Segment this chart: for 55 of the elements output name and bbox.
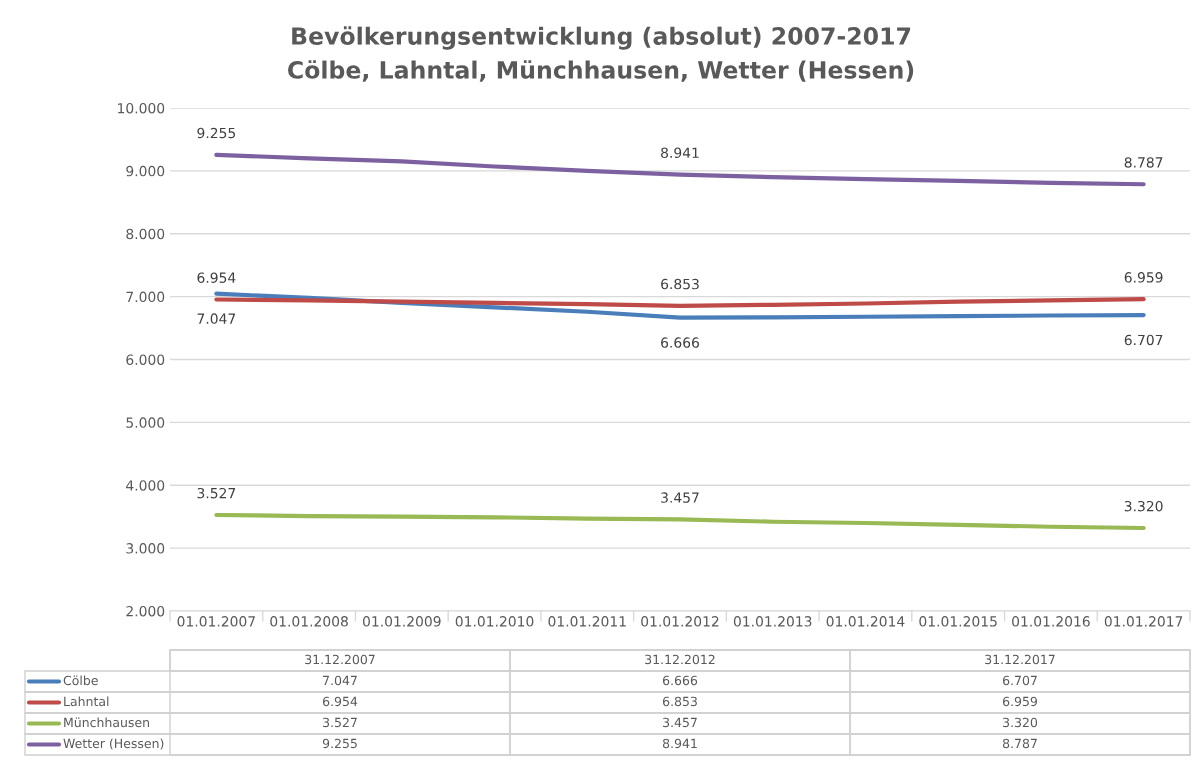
y-tick-label: 10.000 [118, 102, 165, 114]
x-tick-label: 01.01.2011 [548, 616, 626, 627]
chart-subtitle: Cölbe, Lahntal, Münchhausen, Wetter (Hessen) [288, 60, 914, 82]
data-label: 3.457 [661, 492, 699, 503]
text: 3.320 [1003, 717, 1038, 728]
y-tick-label: 8.000 [126, 228, 165, 240]
text: 6.853 [662, 696, 697, 707]
data-label: 6.853 [661, 278, 699, 290]
text: 6.666 [662, 675, 698, 686]
x-tick-label: 01.01.2015 [919, 616, 997, 627]
data-label: 7.047 [197, 313, 236, 324]
legend-label: Cölbe [63, 675, 98, 686]
text: 3.457 [663, 717, 697, 728]
x-tick-label: 01.01.2012 [641, 616, 719, 627]
x-tick-label: 01.01.2016 [1012, 616, 1090, 627]
legend-label: Münchhausen [64, 717, 149, 728]
y-tick-label: 9.000 [126, 165, 165, 177]
x-tick-label: 01.01.2008 [270, 616, 348, 627]
legend-label: Wetter (Hessen) [63, 738, 164, 750]
text: 6.959 [1002, 696, 1038, 707]
data-label: 8.787 [1124, 157, 1163, 168]
x-tick-label: 01.01.2017 [1104, 616, 1183, 627]
text: 8.787 [1002, 738, 1037, 749]
data-label: 6.954 [197, 272, 236, 283]
data-label: 6.707 [1124, 334, 1163, 346]
x-tick-label: 01.01.2007 [177, 616, 255, 627]
text: 31.12.2012 [645, 654, 715, 665]
text: 9.255 [322, 738, 357, 749]
y-tick-label: 4.000 [126, 480, 165, 491]
line-series [214, 512, 1146, 531]
text: 6.954 [322, 696, 358, 707]
text: 31.12.2007 [305, 654, 375, 665]
data-label: 3.320 [1124, 500, 1163, 512]
data-label: 6.959 [1124, 272, 1163, 283]
text: 31.12.2017 [985, 654, 1055, 665]
text: 3.527 [323, 717, 357, 728]
data-label: 8.941 [661, 147, 699, 158]
text: 7.047 [323, 675, 357, 686]
y-tick-label: 2.000 [126, 605, 165, 617]
legend-label: Lahntal [64, 696, 109, 707]
x-tick-label: 01.01.2010 [455, 616, 534, 627]
x-tick-label: 01.01.2013 [733, 616, 812, 627]
y-tick-label: 5.000 [126, 417, 165, 428]
data-label: 9.255 [197, 127, 236, 139]
x-tick-label: 01.01.2009 [362, 616, 441, 627]
line-series [214, 297, 1146, 308]
y-tick-label: 3.000 [126, 543, 165, 554]
text: 6.707 [1002, 675, 1037, 686]
y-tick-label: 6.000 [126, 354, 165, 365]
x-tick-label: 01.01.2014 [826, 616, 905, 627]
y-tick-label: 7.000 [126, 291, 165, 303]
data-label: 6.666 [661, 337, 700, 348]
data-label: 3.527 [197, 487, 236, 499]
chart-title: Bevölkerungsentwicklung (absolut) 2007-2017 [292, 26, 911, 50]
text: 8.941 [662, 738, 697, 749]
